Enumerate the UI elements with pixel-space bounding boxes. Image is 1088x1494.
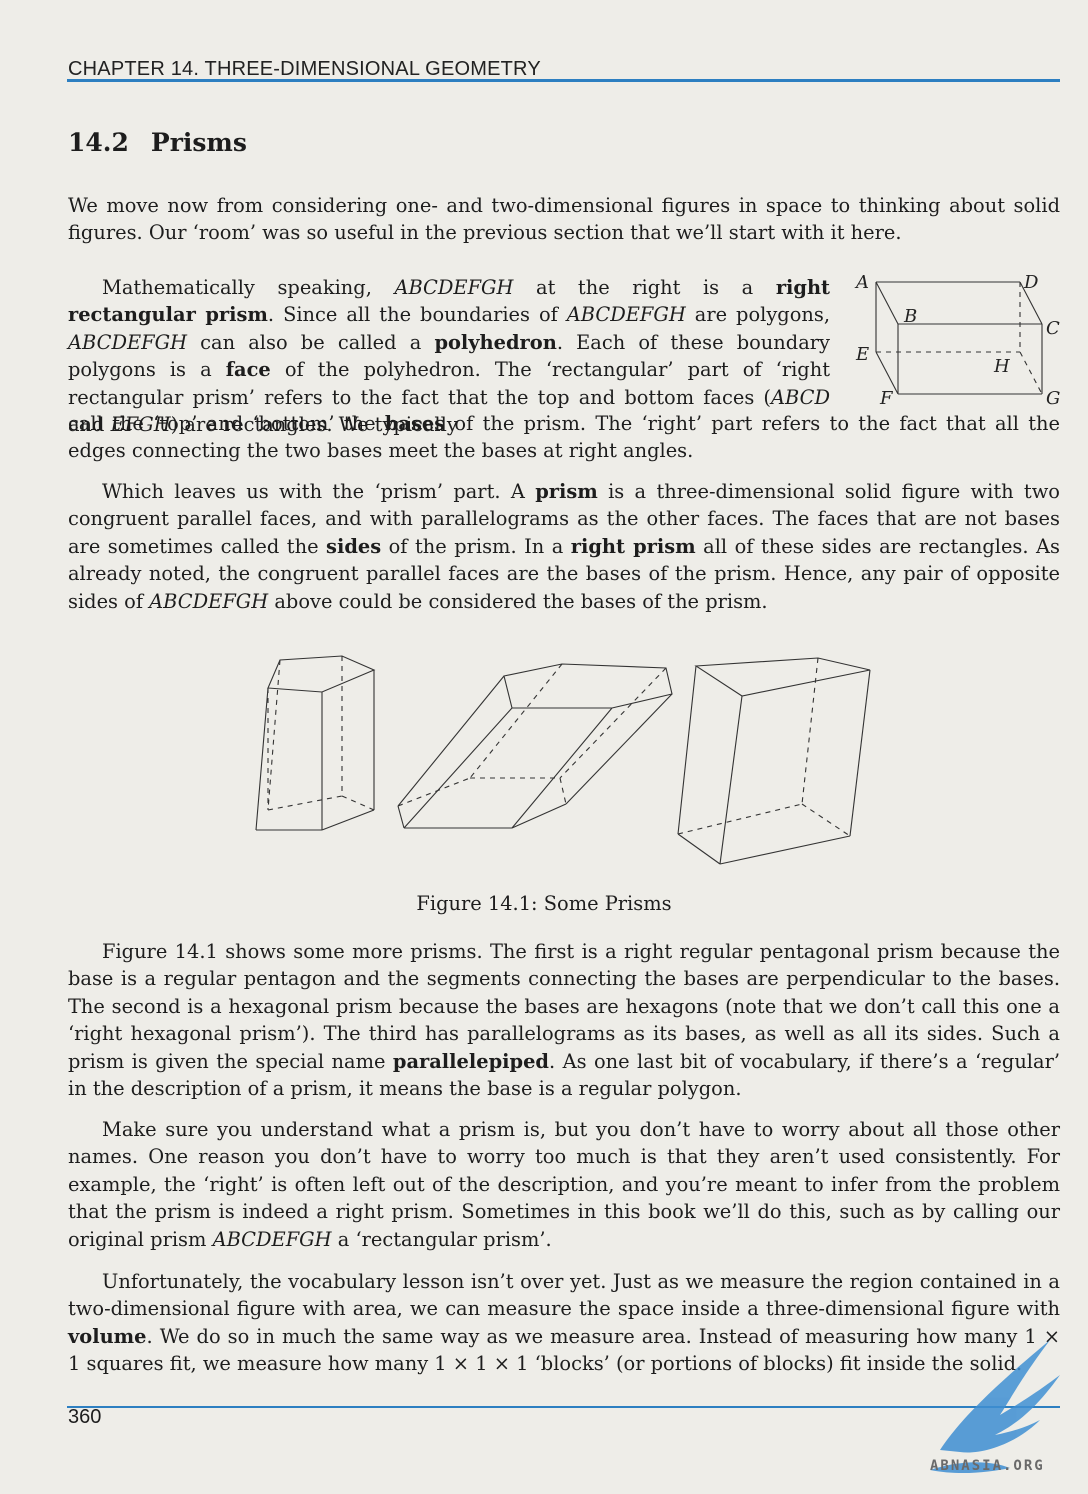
chapter-header: CHAPTER 14. THREE-DIMENSIONAL GEOMETRY [68, 58, 541, 81]
label-e: E [855, 344, 869, 365]
figure-caption: Figure 14.1: Some Prisms [0, 892, 1088, 915]
header-rule [67, 79, 1060, 82]
section-name: Prisms [151, 128, 247, 157]
label-b: B [903, 306, 917, 327]
label-d: D [1023, 272, 1039, 293]
label-g: G [1046, 388, 1060, 408]
label-a: A [854, 272, 869, 293]
hexagonal-prism [398, 664, 672, 828]
watermark-text: ABNASIA.ORG [930, 1458, 1045, 1474]
section-number: 14.2 [68, 128, 129, 157]
parallelepiped [678, 658, 870, 864]
paragraph-4: Figure 14.1 shows some more prisms. The … [68, 938, 1060, 1102]
paragraph-5: Make sure you understand what a prism is… [68, 1116, 1060, 1253]
paragraph-3: Which leaves us with the ‘prism’ part. A… [68, 478, 1060, 615]
pentagonal-prism [256, 656, 374, 830]
paragraph-2-continued: call the ‘top’ and ‘bottom’ the bases of… [68, 410, 1060, 465]
page-number: 360 [68, 1406, 101, 1429]
label-h: H [993, 356, 1010, 377]
label-f: F [879, 388, 894, 408]
prisms-figure [250, 638, 880, 870]
label-c: C [1046, 318, 1060, 339]
rectangular-prism-figure: A D B C E H F G [852, 270, 1066, 408]
section-title: 14.2 Prisms [68, 128, 247, 157]
paragraph-1: We move now from considering one- and tw… [68, 192, 1060, 247]
